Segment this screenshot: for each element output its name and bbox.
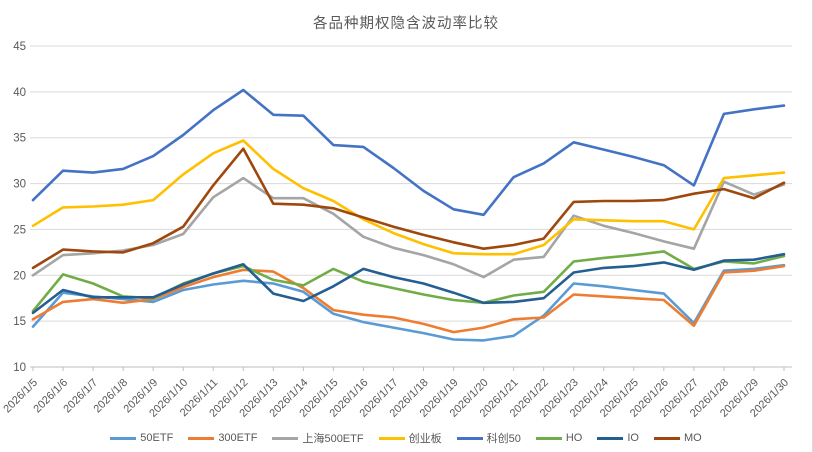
legend-label-IO: IO (627, 432, 639, 444)
legend-label-MO: MO (683, 432, 702, 444)
chart-legend: 50ETF 300ETF 上海500ETF 创业板 科创50 HO IO MO (0, 430, 812, 446)
legend-item-上海500ETF: 上海500ETF (272, 430, 364, 446)
series-line-MO (31, 147, 786, 270)
y-axis-label-25: 25 (13, 224, 26, 236)
legend-item-科创50: 科创50 (456, 430, 521, 446)
legend-label-上海500ETF: 上海500ETF (302, 433, 364, 445)
legend-swatch-50ETF (110, 436, 137, 440)
legend-label-HO: HO (565, 432, 583, 444)
y-axis-label-10: 10 (13, 362, 26, 374)
series-line-IO (31, 252, 786, 315)
y-axis-label-40: 40 (13, 87, 26, 99)
legend-swatch-HO (535, 436, 562, 440)
legend-swatch-300ETF (188, 436, 215, 440)
y-axis-label-35: 35 (13, 133, 26, 145)
legend-item-创业板: 创业板 (378, 430, 442, 446)
legend-item-50ETF: 50ETF (110, 432, 173, 444)
legend-item-300ETF: 300ETF (188, 432, 257, 444)
y-axis-label-15: 15 (13, 316, 26, 328)
legend-label-创业板: 创业板 (408, 433, 442, 445)
series-line-创业板 (31, 139, 786, 256)
y-axis-label-20: 20 (13, 270, 26, 282)
series-line-上海500ETF (31, 176, 786, 279)
chart-title: 各品种期权隐含波动率比较 (313, 16, 499, 32)
legend-swatch-创业板 (378, 436, 405, 440)
legend-swatch-科创50 (456, 436, 483, 440)
legend-label-科创50: 科创50 (486, 433, 521, 445)
legend-item-MO: MO (653, 432, 702, 444)
series-line-300ETF (31, 264, 786, 334)
legend-label-300ETF: 300ETF (218, 432, 258, 444)
y-axis-label-30: 30 (13, 179, 26, 191)
series-line-科创50 (31, 88, 786, 217)
legend-swatch-上海500ETF (272, 436, 299, 440)
legend-item-HO: HO (535, 432, 583, 444)
y-axis-label-45: 45 (13, 41, 26, 53)
legend-swatch-MO (653, 436, 680, 440)
legend-swatch-IO (597, 436, 624, 440)
legend-label-50ETF: 50ETF (140, 432, 174, 444)
legend-item-IO: IO (597, 432, 639, 444)
series-line-50ETF (31, 263, 786, 342)
